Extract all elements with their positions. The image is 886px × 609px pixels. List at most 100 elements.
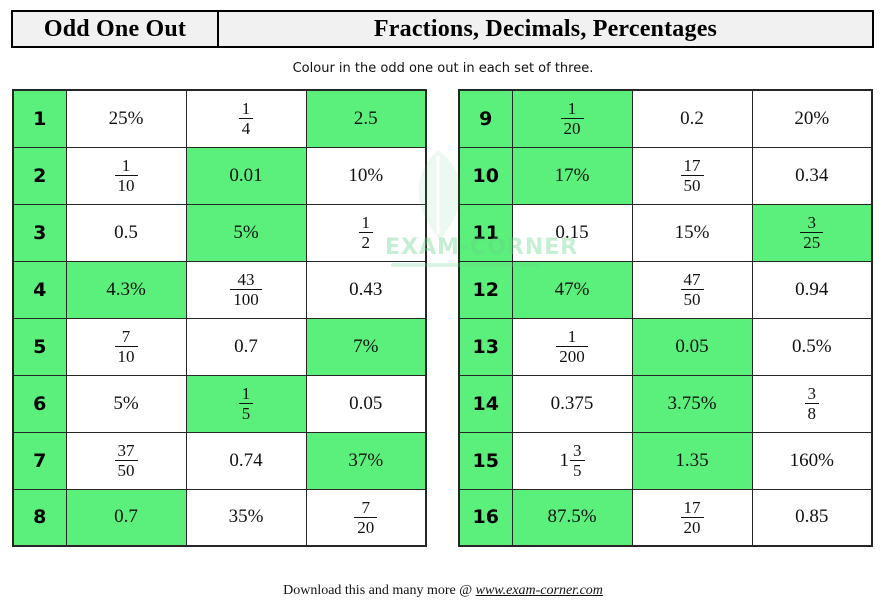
fraction: 7 20 <box>354 498 378 537</box>
fraction: 43 100 <box>230 270 262 309</box>
answer-cell[interactable]: 47 50 <box>631 260 753 319</box>
answer-cell-highlighted[interactable]: 4.3% <box>65 260 187 319</box>
row-number: 11 <box>458 203 513 262</box>
worksheet-title: Odd One Out <box>13 12 219 46</box>
instruction-text: Colour in the odd one out in each set of… <box>292 61 594 76</box>
table-body-right: 9 1 20 0.2 20% 10 17% 17 50 0.34 11 0.15 15% 3 25 12 47%… <box>458 89 873 547</box>
answer-cell-highlighted[interactable]: 3.75% <box>631 374 753 433</box>
answer-cell[interactable]: 0.34 <box>751 146 873 205</box>
answer-cell-highlighted[interactable]: 7% <box>305 317 427 376</box>
answer-cell-highlighted[interactable]: 1.35 <box>631 431 753 490</box>
answer-cell-highlighted[interactable]: 3 25 <box>751 203 873 262</box>
answer-cell[interactable]: 7 10 <box>65 317 187 376</box>
row-number: 12 <box>458 260 513 319</box>
answer-cell-highlighted[interactable]: 87.5% <box>511 488 633 547</box>
table-row: 7 37 50 0.74 37% <box>12 431 427 490</box>
row-number: 10 <box>458 146 513 205</box>
fraction: 37 50 <box>114 441 138 480</box>
whole-number: 1 <box>559 449 570 471</box>
answer-cell[interactable]: 37 50 <box>65 431 187 490</box>
row-number: 16 <box>458 488 513 547</box>
answer-cell-highlighted[interactable]: 37% <box>305 431 427 490</box>
answer-cell-highlighted[interactable]: 2.5 <box>305 89 427 148</box>
fraction: 47 50 <box>680 270 704 309</box>
table-row: 14 0.375 3.75% 3 8 <box>458 374 873 433</box>
answer-cell[interactable]: 35% <box>185 488 307 547</box>
table-row: 10 17% 17 50 0.34 <box>458 146 873 205</box>
row-number: 6 <box>12 374 67 433</box>
exam-corner-link[interactable]: www.exam-corner.com <box>475 583 603 598</box>
answer-cell-highlighted[interactable]: 5% <box>185 203 307 262</box>
answer-cell[interactable]: 20% <box>751 89 873 148</box>
table-row: 11 0.15 15% 3 25 <box>458 203 873 262</box>
table-row: 15 1 3 5 1.35 160% <box>458 431 873 490</box>
table-row: 6 5% 1 5 0.05 <box>12 374 427 433</box>
answer-cell[interactable]: 17 50 <box>631 146 753 205</box>
answer-cell-highlighted[interactable]: 1 20 <box>511 89 633 148</box>
answer-cell[interactable]: 0.5 <box>65 203 187 262</box>
row-number: 9 <box>458 89 513 148</box>
answer-cell[interactable]: 1 10 <box>65 146 187 205</box>
answer-cell-highlighted[interactable]: 0.01 <box>185 146 307 205</box>
worksheet-header: Odd One Out Fractions, Decimals, Percent… <box>11 10 874 48</box>
answer-cell[interactable]: 160% <box>751 431 873 490</box>
row-number: 14 <box>458 374 513 433</box>
row-number: 15 <box>458 431 513 490</box>
answer-cell[interactable]: 0.05 <box>305 374 427 433</box>
answer-cell[interactable]: 0.85 <box>751 488 873 547</box>
answer-cell[interactable]: 0.15 <box>511 203 633 262</box>
answer-cell[interactable]: 0.2 <box>631 89 753 148</box>
answer-cell[interactable]: 0.5% <box>751 317 873 376</box>
answer-cell-highlighted[interactable]: 17% <box>511 146 633 205</box>
answer-cell[interactable]: 0.43 <box>305 260 427 319</box>
row-number: 5 <box>12 317 67 376</box>
answer-cell[interactable]: 7 20 <box>305 488 427 547</box>
answer-cell-highlighted[interactable]: 0.7 <box>65 488 187 547</box>
answer-cell[interactable]: 0.7 <box>185 317 307 376</box>
answer-cell[interactable]: 5% <box>65 374 187 433</box>
fraction: 17 50 <box>680 156 704 195</box>
answer-cell[interactable]: 25% <box>65 89 187 148</box>
odd-one-out-table-left: 1 25% 1 4 2.5 2 1 10 0.01 10% 3 0.5 5% 1 2 4 4.3% 43 100 0.… <box>12 89 427 547</box>
table-row: 13 1 200 0.05 0.5% <box>458 317 873 376</box>
table-row: 12 47% 47 50 0.94 <box>458 260 873 319</box>
footer-text: Download this and many more @ <box>283 583 476 598</box>
row-number: 2 <box>12 146 67 205</box>
answer-cell[interactable]: 15% <box>631 203 753 262</box>
odd-one-out-table-right: 9 1 20 0.2 20% 10 17% 17 50 0.34 11 0.15 15% 3 25 12 47%… <box>458 89 873 547</box>
table-row: 8 0.7 35% 7 20 <box>12 488 427 547</box>
answer-cell[interactable]: 0.375 <box>511 374 633 433</box>
fraction: 1 200 <box>556 327 588 366</box>
answer-cell[interactable]: 0.74 <box>185 431 307 490</box>
worksheet-topic-title: Fractions, Decimals, Percentages <box>373 15 718 42</box>
answer-cell[interactable]: 0.94 <box>751 260 873 319</box>
row-number: 1 <box>12 89 67 148</box>
answer-cell[interactable]: 1 200 <box>511 317 633 376</box>
table-row: 16 87.5% 17 20 0.85 <box>458 488 873 547</box>
answer-cell[interactable]: 17 20 <box>631 488 753 547</box>
answer-cell[interactable]: 10% <box>305 146 427 205</box>
fraction: 17 20 <box>680 498 704 537</box>
answer-cell[interactable]: 43 100 <box>185 260 307 319</box>
answer-cell-highlighted[interactable]: 0.05 <box>631 317 753 376</box>
fraction: 1 20 <box>560 99 584 138</box>
table-body-left: 1 25% 1 4 2.5 2 1 10 0.01 10% 3 0.5 5% 1 2 4 4.3% 43 100 0.… <box>12 89 427 547</box>
fraction: 1 10 <box>114 156 138 195</box>
fraction: 3 25 <box>800 213 824 252</box>
table-row: 4 4.3% 43 100 0.43 <box>12 260 427 319</box>
row-number: 13 <box>458 317 513 376</box>
table-row: 9 1 20 0.2 20% <box>458 89 873 148</box>
answer-cell-highlighted[interactable]: 47% <box>511 260 633 319</box>
row-number: 4 <box>12 260 67 319</box>
row-number: 7 <box>12 431 67 490</box>
